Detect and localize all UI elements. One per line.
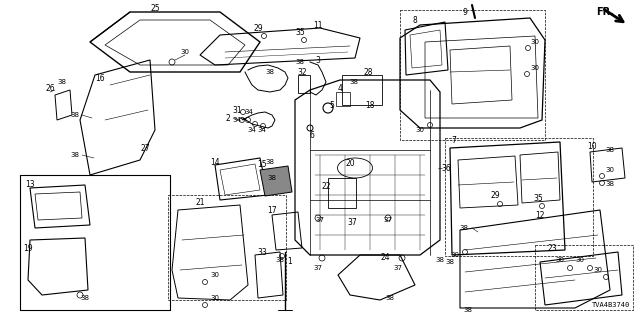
Text: 38: 38 [460, 225, 468, 231]
Text: 16: 16 [95, 74, 105, 83]
Text: 38: 38 [266, 69, 275, 75]
Text: 30: 30 [415, 127, 424, 133]
Text: 38: 38 [385, 295, 394, 301]
Text: TVA4B3740: TVA4B3740 [592, 302, 630, 308]
Text: 25: 25 [150, 4, 160, 12]
Text: 34: 34 [244, 109, 253, 115]
Text: 17: 17 [267, 205, 277, 214]
Text: 38: 38 [435, 257, 445, 263]
Text: 10: 10 [587, 141, 597, 150]
Text: 34: 34 [232, 117, 241, 123]
Text: 35: 35 [295, 28, 305, 36]
Text: 37: 37 [383, 217, 392, 223]
Text: 27: 27 [140, 143, 150, 153]
Text: 12: 12 [535, 211, 545, 220]
Bar [535, 245, 633, 310]
Text: 28: 28 [364, 68, 372, 76]
Text: 35: 35 [533, 194, 543, 203]
Text: 30: 30 [593, 267, 602, 273]
Text: 32: 32 [297, 68, 307, 76]
Text: 9: 9 [463, 7, 467, 17]
Text: 37: 37 [347, 218, 357, 227]
Text: 4: 4 [337, 84, 342, 92]
Text: 7: 7 [452, 135, 456, 145]
Text: 37: 37 [394, 265, 403, 271]
Text: 21: 21 [195, 197, 205, 206]
Text: 30: 30 [180, 49, 189, 55]
Text: 38: 38 [296, 59, 305, 65]
Text: 38: 38 [58, 79, 67, 85]
Text: 13: 13 [25, 180, 35, 188]
Text: 33: 33 [257, 247, 267, 257]
Text: 30: 30 [211, 295, 220, 301]
Text: 38: 38 [463, 307, 472, 313]
Text: 19: 19 [23, 244, 33, 252]
Text: 20: 20 [345, 158, 355, 167]
Text: 34: 34 [248, 127, 257, 133]
Text: 5: 5 [330, 100, 335, 109]
Text: 30: 30 [556, 257, 564, 263]
Text: 26: 26 [45, 84, 55, 92]
Text: 38: 38 [605, 147, 614, 153]
Bar [445, 138, 593, 256]
Text: 18: 18 [365, 100, 375, 109]
Bar [168, 195, 286, 300]
Text: 37: 37 [314, 265, 323, 271]
Text: 31: 31 [232, 106, 242, 115]
Text: 38: 38 [70, 152, 79, 158]
Text: 29: 29 [490, 190, 500, 199]
Text: 36: 36 [441, 164, 451, 172]
Text: 29: 29 [253, 23, 263, 33]
Text: 38: 38 [445, 259, 454, 265]
Text: 2: 2 [226, 114, 230, 123]
Text: FR.: FR. [596, 7, 614, 17]
Text: 30: 30 [531, 39, 540, 45]
Bar [298, 75, 310, 93]
Text: 8: 8 [413, 15, 417, 25]
Text: 38: 38 [605, 181, 614, 187]
Text: 3: 3 [316, 55, 321, 65]
Text: 30: 30 [211, 272, 220, 278]
Bar [328, 178, 356, 208]
Text: 38: 38 [349, 79, 358, 85]
Text: 30: 30 [451, 252, 460, 258]
Text: 1: 1 [287, 258, 292, 267]
Text: 24: 24 [380, 253, 390, 262]
Text: 23: 23 [547, 244, 557, 252]
Bar [400, 10, 545, 140]
Text: 38: 38 [266, 159, 275, 165]
Bar [342, 75, 382, 105]
Text: 15: 15 [257, 159, 267, 169]
Text: 38: 38 [268, 175, 276, 181]
Text: 30: 30 [575, 257, 584, 263]
Text: 14: 14 [210, 157, 220, 166]
Text: 11: 11 [313, 20, 323, 29]
Text: 6: 6 [310, 131, 314, 140]
Text: 38: 38 [275, 257, 285, 263]
Text: 38: 38 [81, 295, 90, 301]
Text: 30: 30 [605, 167, 614, 173]
Text: 30: 30 [531, 65, 540, 71]
Polygon shape [260, 166, 292, 196]
Text: 34: 34 [257, 127, 266, 133]
Bar [336, 92, 350, 106]
Text: 22: 22 [321, 181, 331, 190]
Text: 37: 37 [316, 217, 324, 223]
Text: 38: 38 [70, 112, 79, 118]
